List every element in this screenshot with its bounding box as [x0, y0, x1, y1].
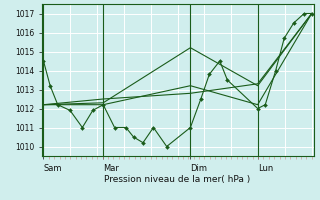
X-axis label: Pression niveau de la mer( hPa ): Pression niveau de la mer( hPa )	[104, 175, 251, 184]
